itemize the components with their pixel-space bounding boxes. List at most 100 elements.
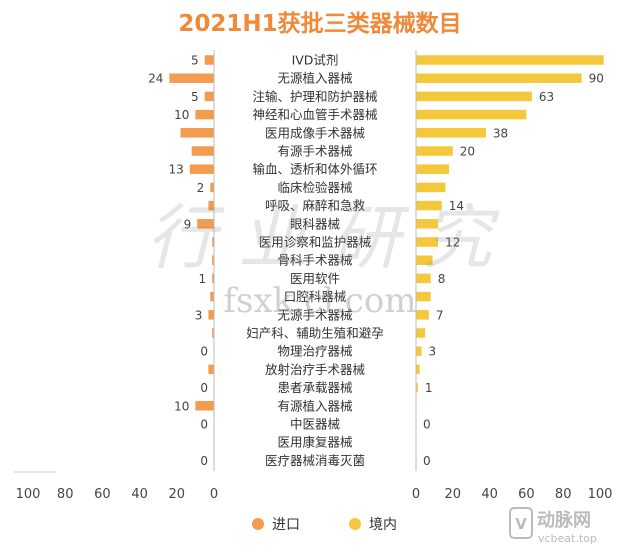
category-label: 临床检验器械 (277, 180, 353, 195)
import-bar (191, 146, 214, 156)
right-axis-tick-label: 60 (518, 487, 535, 502)
legend-swatch (349, 518, 361, 530)
import-bar (208, 310, 214, 320)
right-axis-tick-label: 80 (555, 487, 572, 502)
domestic-bar (416, 364, 420, 375)
right-axis-tick-label: 40 (481, 487, 498, 502)
import-data-label: 0 (200, 418, 208, 432)
left-axis-tick-label: 20 (169, 487, 186, 502)
domestic-data-label: 7 (436, 308, 444, 322)
category-label: 眼科器械 (290, 216, 341, 231)
import-bar (197, 219, 214, 229)
import-data-label: 13 (169, 163, 184, 177)
import-bar (204, 55, 214, 65)
import-bar (180, 128, 214, 138)
category-label: 物理治疗器械 (277, 344, 353, 359)
category-label: 呼吸、麻醉和急救 (265, 198, 366, 213)
import-data-label: 0 (200, 345, 208, 359)
category-label: 无源植入器械 (277, 71, 353, 86)
import-bar (204, 91, 214, 102)
right-axis-tick-label: 100 (588, 487, 613, 502)
import-data-label: 5 (191, 90, 199, 104)
legend-label: 进口 (272, 517, 300, 533)
vcbeat-logo-subtext: vcbeat.top (538, 532, 597, 545)
domestic-bar (416, 55, 604, 65)
category-label: 无源手术器械 (277, 307, 353, 322)
right-axis-tick-label: 0 (412, 487, 420, 502)
domestic-data-label: 3 (429, 345, 437, 359)
import-bar (195, 109, 214, 120)
import-bar (189, 164, 214, 174)
category-label: 妇产科、辅助生殖和避孕 (246, 326, 384, 341)
import-bar (195, 401, 214, 411)
import-data-label: 5 (191, 54, 199, 68)
category-label: 注输、护理和防护器械 (252, 89, 378, 104)
legend-label: 境内 (369, 517, 397, 533)
category-label: 有源手术器械 (277, 144, 353, 159)
import-bar (210, 182, 214, 193)
domestic-data-label: 0 (423, 418, 431, 432)
left-axis-tick-label: 80 (57, 487, 74, 502)
domestic-bar (416, 382, 418, 393)
domestic-bar (416, 109, 527, 120)
category-label: 医用诊察和监护器械 (259, 235, 372, 250)
import-data-label: 9 (184, 217, 192, 231)
left-axis-tick-label: 40 (131, 487, 148, 502)
left-axis-tick-label: 60 (94, 487, 111, 502)
domestic-bar (416, 164, 450, 174)
domestic-data-label: 0 (423, 454, 431, 468)
domestic-data-label: 8 (438, 272, 446, 286)
import-bar (212, 273, 214, 284)
import-bar (169, 73, 214, 83)
domestic-data-label: 38 (493, 126, 508, 140)
category-label: 中医器械 (290, 417, 341, 432)
domestic-bar (416, 91, 532, 102)
category-label: 患者承载器械 (277, 380, 353, 395)
import-bar (208, 364, 214, 375)
domestic-data-label: 1 (425, 381, 433, 395)
import-data-label: 0 (200, 454, 208, 468)
watermark-main-text: fsxk.cl.com (223, 281, 416, 321)
category-label: 医疗器械消毒灭菌 (265, 453, 365, 468)
domestic-bar (416, 200, 442, 211)
import-data-label: 10 (174, 399, 189, 413)
category-label: 放射治疗手术器械 (265, 362, 366, 377)
watermark-script-text: 行业研究 (146, 197, 514, 279)
category-label: 口腔科器械 (284, 289, 347, 304)
domestic-bar (416, 273, 431, 284)
domestic-bar (416, 328, 426, 338)
import-data-label: 1 (198, 272, 206, 286)
category-label: 输血、透析和体外循环 (252, 162, 377, 177)
domestic-bar (416, 146, 453, 156)
import-bar (212, 255, 214, 265)
import-data-label: 3 (195, 308, 203, 322)
domestic-data-label: 20 (460, 145, 475, 159)
category-label: 医用成像手术器械 (265, 125, 366, 140)
legend: 进口 境内 (252, 517, 397, 533)
category-label: 骨科手术器械 (277, 253, 353, 268)
import-data-label: 24 (148, 72, 163, 86)
import-data-label: 2 (197, 181, 205, 195)
vcbeat-logo-text: 动脉网 (537, 509, 591, 531)
import-bar (212, 237, 214, 247)
vcbeat-logo-icon (509, 507, 533, 539)
chart-title: 2021H1获批三类器械数目 (178, 11, 461, 37)
domestic-bar (416, 255, 433, 265)
domestic-bar (416, 310, 429, 320)
domestic-bar (416, 128, 486, 138)
import-data-label: 0 (200, 381, 208, 395)
category-label: 有源植入器械 (277, 398, 353, 413)
domestic-data-label: 12 (445, 236, 460, 250)
domestic-data-label: 90 (589, 72, 604, 86)
domestic-bar (416, 182, 446, 193)
category-label: IVD试剂 (292, 53, 339, 68)
right-axis-tick-label: 20 (445, 487, 462, 502)
axes-layer: 100 80 60 40 20 0 0 20 40 60 80 100 (14, 50, 612, 502)
domestic-bar (416, 219, 439, 229)
category-label: 神经和心血管手术器械 (252, 107, 378, 122)
import-data-label: 10 (174, 108, 189, 122)
legend-swatch (252, 518, 264, 530)
